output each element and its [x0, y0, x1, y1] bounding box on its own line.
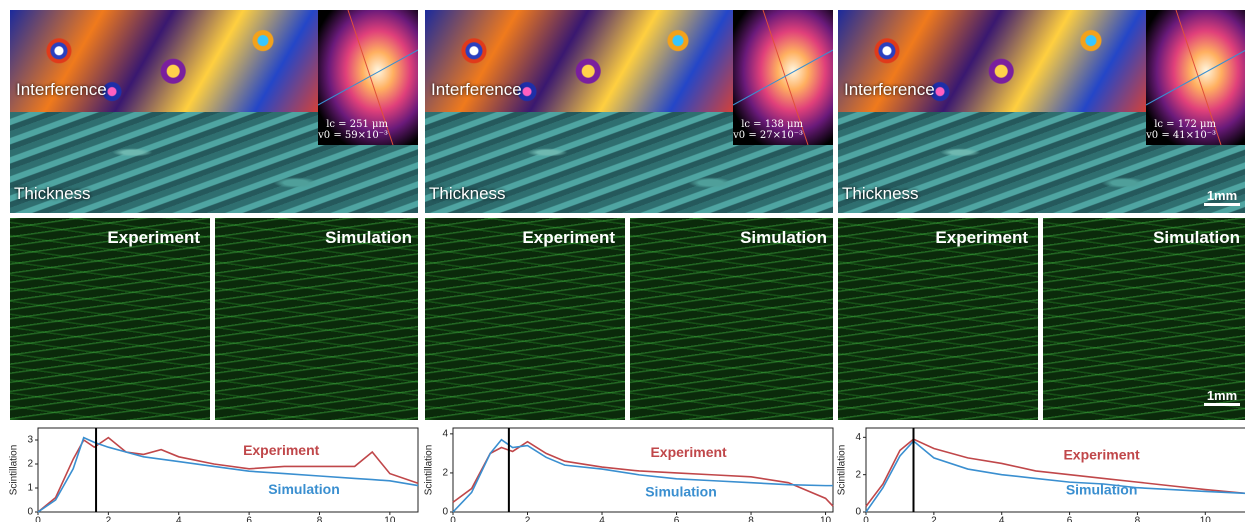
- x-tick-label: 4: [999, 516, 1005, 522]
- series-line: [38, 438, 418, 512]
- series-label: Simulation: [645, 483, 717, 499]
- x-tick-label: 6: [674, 516, 680, 522]
- x-tick-label: 2: [931, 516, 937, 522]
- figure: lc = 251 μmv0 = 59×10⁻³InterferenceThick…: [0, 0, 1245, 522]
- series-label: Experiment: [650, 444, 727, 460]
- x-tick-label: 2: [106, 516, 112, 522]
- x-tick-label: 0: [35, 516, 41, 522]
- x-tick-label: 10: [820, 516, 832, 522]
- x-tick-label: 6: [1067, 516, 1073, 522]
- y-tick-label: 2: [855, 469, 861, 480]
- y-tick-label: 0: [442, 507, 448, 518]
- series-label: Experiment: [243, 442, 320, 458]
- y-tick-label: 0: [27, 507, 33, 518]
- y-tick-label: 0: [855, 507, 861, 518]
- series-line: [866, 441, 1245, 512]
- x-tick-label: 4: [176, 516, 182, 522]
- x-tick-label: 8: [748, 516, 754, 522]
- y-tick-label: 2: [442, 468, 448, 479]
- y-tick-label: 4: [442, 429, 448, 440]
- x-tick-label: 8: [1135, 516, 1141, 522]
- series-label: Experiment: [1063, 446, 1140, 462]
- y-tick-label: 1: [27, 483, 33, 494]
- x-tick-label: 2: [525, 516, 531, 522]
- x-tick-label: 0: [863, 516, 869, 522]
- y-axis-label: Scintillation: [9, 445, 20, 496]
- plot-frame: [453, 428, 833, 512]
- y-axis-label: Scintillation: [837, 445, 848, 496]
- y-tick-label: 3: [27, 435, 33, 446]
- plot-frame: [38, 428, 418, 512]
- y-tick-label: 4: [855, 432, 861, 443]
- series-line: [453, 442, 833, 506]
- x-tick-label: 4: [599, 516, 605, 522]
- x-tick-label: 6: [246, 516, 252, 522]
- y-axis-label: Scintillation: [424, 445, 435, 496]
- x-tick-label: 0: [450, 516, 456, 522]
- y-tick-label: 2: [27, 459, 33, 470]
- charts: Scintillation 0 1 2 3 0 2 4 6 8 10 Experiment Simula…: [0, 0, 1245, 522]
- x-tick-label: 10: [384, 516, 396, 522]
- x-tick-label: 10: [1200, 516, 1212, 522]
- x-tick-label: 8: [317, 516, 323, 522]
- series-label: Simulation: [268, 481, 340, 497]
- series-label: Simulation: [1066, 482, 1138, 498]
- plot-frame: [866, 428, 1245, 512]
- series-line: [38, 438, 418, 512]
